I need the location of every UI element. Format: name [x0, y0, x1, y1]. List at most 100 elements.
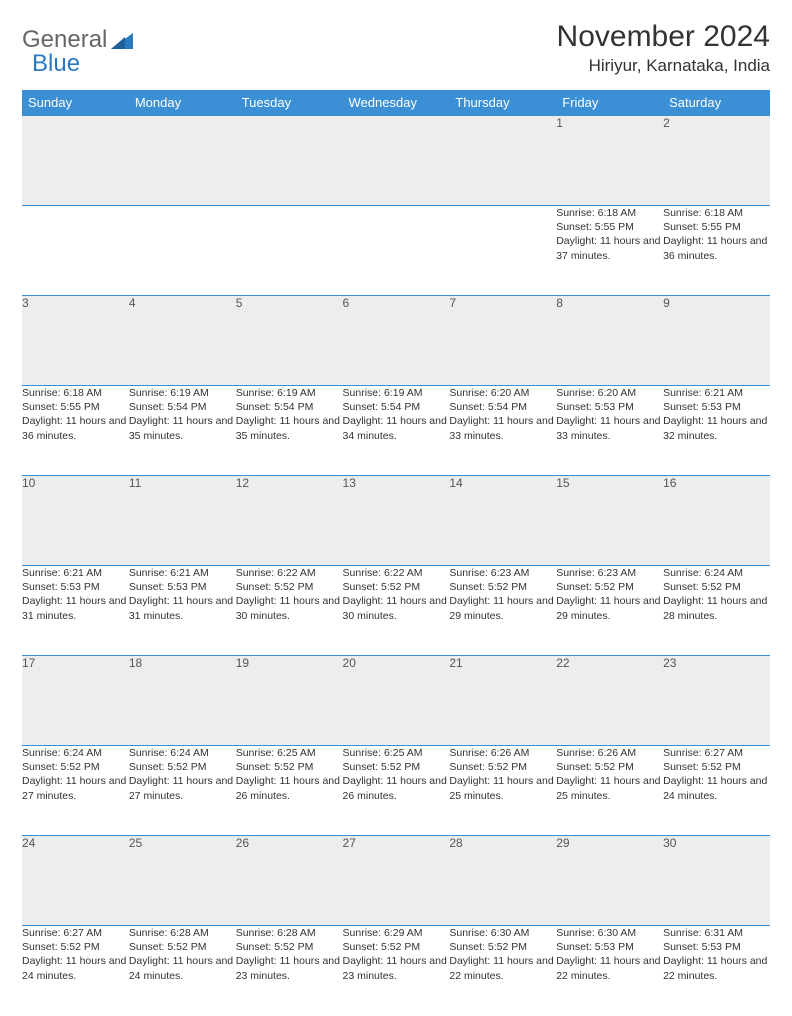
day-number-cell: 27 — [343, 836, 450, 926]
sunset-line: Sunset: 5:52 PM — [556, 581, 634, 593]
day-number-cell: 7 — [449, 296, 556, 386]
daylight-line: Daylight: 11 hours and 33 minutes. — [449, 415, 553, 441]
daylight-line: Daylight: 11 hours and 25 minutes. — [449, 775, 553, 801]
daylight-line: Daylight: 11 hours and 33 minutes. — [556, 415, 660, 441]
day-detail-cell: Sunrise: 6:18 AMSunset: 5:55 PMDaylight:… — [22, 386, 129, 476]
daylight-line: Daylight: 11 hours and 37 minutes. — [556, 235, 660, 261]
day-detail-cell: Sunrise: 6:19 AMSunset: 5:54 PMDaylight:… — [129, 386, 236, 476]
month-title: November 2024 — [557, 20, 770, 54]
day-number-cell: 30 — [663, 836, 770, 926]
day-number-cell: 21 — [449, 656, 556, 746]
sunrise-line: Sunrise: 6:20 AM — [449, 387, 529, 399]
day-detail-cell — [22, 206, 129, 296]
sunset-line: Sunset: 5:53 PM — [663, 941, 741, 953]
sunrise-line: Sunrise: 6:21 AM — [22, 567, 102, 579]
daylight-line: Daylight: 11 hours and 24 minutes. — [663, 775, 767, 801]
sunrise-line: Sunrise: 6:24 AM — [129, 747, 209, 759]
day-number-cell: 29 — [556, 836, 663, 926]
day-detail-cell: Sunrise: 6:21 AMSunset: 5:53 PMDaylight:… — [129, 566, 236, 656]
day-number-cell: 28 — [449, 836, 556, 926]
day-detail-cell: Sunrise: 6:24 AM Sunset: 5:52 PM Daylight:… — [663, 566, 770, 656]
sunset-line: Sunset: 5:55 PM — [663, 221, 741, 233]
day-number-cell: 4 — [129, 296, 236, 386]
day-detail-cell: Sunrise: 6:21 AMSunset: 5:53 PMDaylight:… — [663, 386, 770, 476]
weekday-header: Wednesday — [343, 90, 450, 116]
brand-triangle-icon — [111, 31, 133, 49]
day-detail-cell: Sunrise: 6:23 AMSunset: 5:52 PMDaylight:… — [556, 566, 663, 656]
sunset-line: Sunset: 5:52 PM — [22, 761, 100, 773]
day-number-cell — [129, 116, 236, 206]
sunrise-line: Sunrise: 6:22 AM — [343, 567, 423, 579]
sunrise-line: Sunrise: 6:30 AM — [449, 927, 529, 939]
daylight-line: Daylight: 11 hours and 31 minutes. — [22, 595, 126, 621]
day-number-cell: 23 — [663, 656, 770, 746]
daylight-line: Daylight: 11 hours and 27 minutes. — [22, 775, 126, 801]
sunset-line: Sunset: 5:52 PM — [663, 761, 741, 773]
weekday-header: Monday — [129, 90, 236, 116]
day-number-cell: 11 — [129, 476, 236, 566]
daylight-line: Daylight: 11 hours and 34 minutes. — [343, 415, 447, 441]
daylight-line: Daylight: 11 hours and 28 minutes. — [663, 595, 767, 621]
daylight-line: Daylight: 11 hours and 22 minutes. — [663, 955, 767, 981]
day-detail-cell: Sunrise: 6:18 AMSunset: 5:55 PMDaylight:… — [556, 206, 663, 296]
day-number-cell — [449, 116, 556, 206]
daylight-line: Daylight: 11 hours and 23 minutes. — [343, 955, 447, 981]
day-detail-cell: Sunrise: 6:22 AMSunset: 5:52 PMDaylight:… — [343, 566, 450, 656]
day-detail-cell: Sunrise: 6:20 AMSunset: 5:53 PMDaylight:… — [556, 386, 663, 476]
day-detail-cell: Sunrise: 6:18 AMSunset: 5:55 PMDaylight:… — [663, 206, 770, 296]
day-number-cell: 24 — [22, 836, 129, 926]
weekday-header: Sunday — [22, 90, 129, 116]
sunset-line: Sunset: 5:52 PM — [236, 581, 314, 593]
sunset-line: Sunset: 5:54 PM — [343, 401, 421, 413]
sunrise-line: Sunrise: 6:22 AM — [236, 567, 316, 579]
sunrise-line: Sunrise: 6:19 AM — [236, 387, 316, 399]
day-detail-cell: Sunrise: 6:21 AMSunset: 5:53 PMDaylight:… — [22, 566, 129, 656]
weekday-header: Tuesday — [236, 90, 343, 116]
calendar-header-row: SundayMondayTuesdayWednesdayThursdayFrid… — [22, 90, 770, 116]
sunset-line: Sunset: 5:52 PM — [449, 941, 527, 953]
day-number-cell: 6 — [343, 296, 450, 386]
sunset-line: Sunset: 5:52 PM — [129, 761, 207, 773]
day-detail-cell — [129, 206, 236, 296]
day-detail-cell: Sunrise: 6:19 AMSunset: 5:54 PMDaylight:… — [343, 386, 450, 476]
sunset-line: Sunset: 5:52 PM — [556, 761, 634, 773]
daylight-line: Daylight: 11 hours and 22 minutes. — [449, 955, 553, 981]
daylight-line: Daylight: 11 hours and 30 minutes. — [343, 595, 447, 621]
sunset-line: Sunset: 5:52 PM — [343, 761, 421, 773]
day-detail-cell: Sunrise: 6:23 AM Sunset: 5:52 PM Daylight:… — [449, 566, 556, 656]
sunrise-line: Sunrise: 6:24 AM — [663, 567, 743, 579]
sunrise-line: Sunrise: 6:23 AM — [556, 567, 636, 579]
daylight-line: Daylight: 11 hours and 35 minutes. — [236, 415, 340, 441]
day-number-cell — [343, 116, 450, 206]
daylight-line: Daylight: 11 hours and 26 minutes. — [236, 775, 340, 801]
brand-text-blue: Blue — [32, 50, 80, 78]
sunrise-line: Sunrise: 6:21 AM — [129, 567, 209, 579]
sunset-line: Sunset: 5:54 PM — [449, 401, 527, 413]
day-number-cell: 15 — [556, 476, 663, 566]
sunset-line: Sunset: 5:53 PM — [663, 401, 741, 413]
day-number-cell — [22, 116, 129, 206]
sunset-line: Sunset: 5:52 PM — [663, 581, 741, 593]
daylight-line: Daylight: 11 hours and 29 minutes. — [449, 595, 553, 621]
sunset-line: Sunset: 5:53 PM — [556, 941, 634, 953]
day-detail-cell: Sunrise: 6:28 AMSunset: 5:52 PMDaylight:… — [129, 926, 236, 1016]
sunset-line: Sunset: 5:53 PM — [129, 581, 207, 593]
sunrise-line: Sunrise: 6:28 AM — [236, 927, 316, 939]
sunrise-line: Sunrise: 6:26 AM — [449, 747, 529, 759]
sunrise-line: Sunrise: 6:23 AM — [449, 567, 529, 579]
day-number-cell: 17 — [22, 656, 129, 746]
brand-logo: General — [22, 20, 135, 54]
day-detail-cell: Sunrise: 6:27 AMSunset: 5:52 PMDaylight:… — [22, 926, 129, 1016]
weekday-header: Saturday — [663, 90, 770, 116]
sunset-line: Sunset: 5:52 PM — [449, 581, 527, 593]
day-detail-cell: Sunrise: 6:20 AM Sunset: 5:54 PM Daylight:… — [449, 386, 556, 476]
sunset-line: Sunset: 5:54 PM — [236, 401, 314, 413]
sunrise-line: Sunrise: 6:28 AM — [129, 927, 209, 939]
sunrise-line: Sunrise: 6:18 AM — [22, 387, 102, 399]
day-detail-cell: Sunrise: 6:22 AMSunset: 5:52 PMDaylight:… — [236, 566, 343, 656]
daylight-line: Daylight: 11 hours and 36 minutes. — [22, 415, 126, 441]
day-number-cell: 19 — [236, 656, 343, 746]
sunset-line: Sunset: 5:53 PM — [556, 401, 634, 413]
sunset-line: Sunset: 5:52 PM — [236, 761, 314, 773]
sunset-line: Sunset: 5:52 PM — [449, 761, 527, 773]
